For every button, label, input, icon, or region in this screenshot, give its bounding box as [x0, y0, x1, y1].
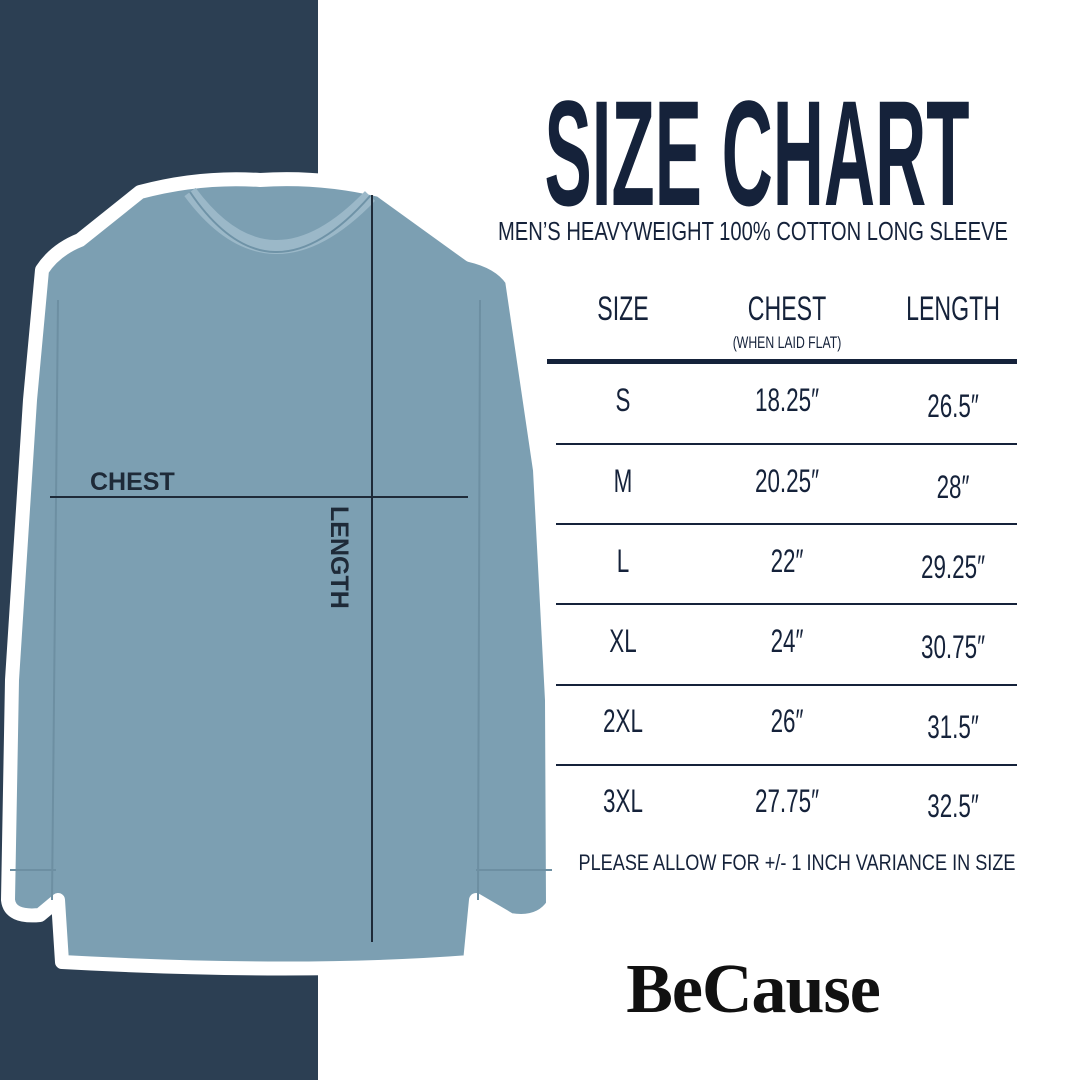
- cell-chest: 18.25″: [755, 382, 819, 418]
- cell-size: S: [616, 382, 631, 418]
- row-divider: [556, 443, 1017, 445]
- header-chest: CHEST: [748, 290, 826, 328]
- header-length: LENGTH: [906, 290, 1000, 328]
- cell-length: 31.5″: [927, 709, 979, 745]
- cell-size: M: [614, 463, 633, 499]
- cell-chest: 27.75″: [755, 783, 819, 819]
- table-row: S 18.25″ 26.5″: [616, 382, 979, 424]
- cell-size: XL: [609, 623, 636, 659]
- page-title: SIZE CHART: [545, 69, 970, 237]
- length-label: LENGTH: [325, 506, 353, 609]
- cell-length: 26.5″: [927, 388, 979, 424]
- table-row: M 20.25″ 28″: [614, 463, 970, 505]
- size-table-body: S 18.25″ 26.5″ M 20.25″ 28″ L 22″ 29.25″ XL 24″ 30.…: [603, 382, 985, 824]
- header-divider: [547, 359, 1017, 364]
- header-chest-note: (WHEN LAID FLAT): [733, 333, 842, 352]
- shirt-image: [1, 172, 560, 976]
- row-divider: [556, 523, 1017, 525]
- cell-length: 32.5″: [927, 788, 979, 824]
- cell-size: 3XL: [603, 783, 643, 819]
- variance-note: PLEASE ALLOW FOR +/- 1 INCH VARIANCE IN …: [579, 850, 1016, 875]
- cell-length: 30.75″: [921, 629, 985, 665]
- shirt-diagram: CHEST LENGTH: [1, 172, 560, 976]
- cell-size: 2XL: [603, 703, 643, 739]
- subtitle: MEN’S HEAVYWEIGHT 100% COTTON LONG SLEEV…: [498, 216, 1008, 246]
- row-divider: [556, 684, 1017, 686]
- table-row: 3XL 27.75″ 32.5″: [603, 783, 979, 824]
- cell-chest: 26″: [771, 703, 804, 739]
- chest-label: CHEST: [90, 468, 175, 496]
- table-row: 2XL 26″ 31.5″: [603, 703, 979, 745]
- brand-logo: BeCause: [626, 951, 881, 1028]
- cell-chest: 24″: [771, 623, 804, 659]
- cell-length: 28″: [937, 469, 970, 505]
- header-size: SIZE: [597, 290, 648, 328]
- table-row: XL 24″ 30.75″: [609, 623, 985, 665]
- row-divider: [556, 764, 1017, 766]
- cell-length: 29.25″: [921, 549, 985, 585]
- cell-chest: 20.25″: [755, 463, 819, 499]
- cell-size: L: [617, 543, 630, 579]
- row-divider: [556, 603, 1017, 605]
- cell-chest: 22″: [771, 543, 804, 579]
- table-row: L 22″ 29.25″: [617, 543, 985, 585]
